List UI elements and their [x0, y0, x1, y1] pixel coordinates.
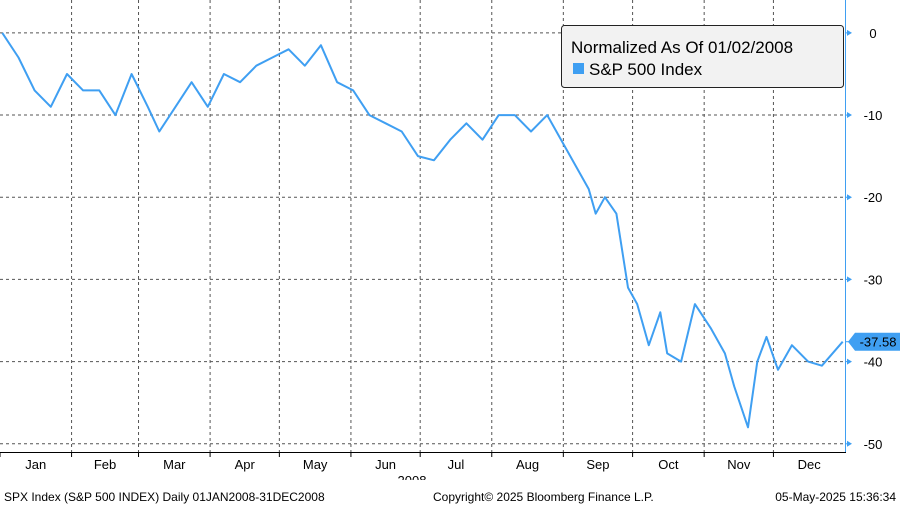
legend-swatch — [573, 63, 584, 74]
series-line-sp500 — [1, 32, 844, 429]
x-tick-label: Feb — [94, 457, 116, 472]
chart-footer: SPX Index (S&P 500 INDEX) Daily 01JAN200… — [0, 486, 900, 508]
footer-security-info: SPX Index (S&P 500 INDEX) Daily 01JAN200… — [4, 490, 325, 504]
x-tick-label: Sep — [586, 457, 609, 472]
legend-box — [561, 25, 844, 88]
x-tick-label: Nov — [727, 457, 751, 472]
y-tick-label: -20 — [864, 190, 883, 205]
x-tick-label: Jul — [448, 457, 465, 472]
y-tick-arrow — [847, 358, 852, 365]
x-tick-label: Mar — [163, 457, 186, 472]
y-tick-label: -30 — [864, 272, 883, 287]
y-tick-arrow — [847, 194, 852, 201]
x-tick-label: Apr — [235, 457, 256, 472]
last-value-badge — [848, 332, 900, 351]
y-tick-arrow — [847, 29, 852, 36]
y-tick-label: -50 — [864, 437, 883, 452]
x-axis-label: 2008 — [398, 473, 427, 480]
x-tick-label: Oct — [658, 457, 679, 472]
x-tick-label: May — [303, 457, 328, 472]
x-tick-label: Dec — [798, 457, 822, 472]
y-tick-label: 0 — [869, 26, 876, 41]
footer-copyright: Copyright© 2025 Bloomberg Finance L.P. — [433, 490, 654, 504]
last-value-label: -37.58 — [860, 335, 897, 350]
x-tick-label: Jun — [375, 457, 396, 472]
x-tick-label: Aug — [516, 457, 539, 472]
footer-timestamp: 05-May-2025 15:36:34 — [775, 490, 896, 504]
y-tick-arrow — [847, 440, 852, 447]
legend-title: Normalized As Of 01/02/2008 — [571, 38, 793, 57]
y-tick-arrow — [847, 276, 852, 283]
y-tick-arrow — [847, 112, 852, 119]
y-tick-label: -40 — [864, 355, 883, 370]
legend-entry: S&P 500 Index — [589, 60, 703, 79]
x-tick-label: Jan — [25, 457, 46, 472]
y-tick-label: -10 — [864, 108, 883, 123]
line-chart: 0 -10 -20 -30 -40 -50 Jan Feb Mar Apr May Jun Jul Aug… — [0, 0, 900, 480]
